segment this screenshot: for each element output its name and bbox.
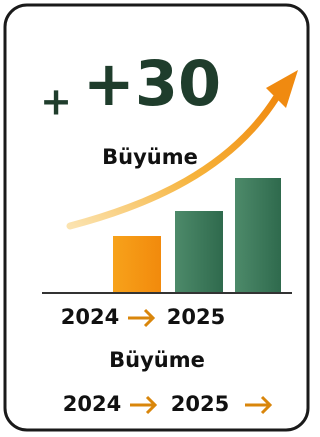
page: {"badge": {"plus": "+", "value": "+30", …: [0, 0, 314, 437]
plus-sign: +: [40, 80, 72, 124]
growth-value: +30: [83, 47, 221, 120]
footer-year-start: 2024: [63, 392, 121, 416]
footer-label: Büyüme: [109, 348, 205, 372]
footer-year-end: 2025: [171, 392, 229, 416]
year-end: 2025: [167, 305, 225, 329]
year-start: 2024: [61, 305, 119, 329]
bar-orange: [113, 236, 161, 293]
bar-green: [175, 211, 223, 293]
card: + +30 Büyüme 2024 2025 Büyüme 2024 2025: [0, 0, 314, 437]
bar-green-tall: [235, 178, 281, 293]
growth-label: Büyüme: [102, 145, 198, 169]
